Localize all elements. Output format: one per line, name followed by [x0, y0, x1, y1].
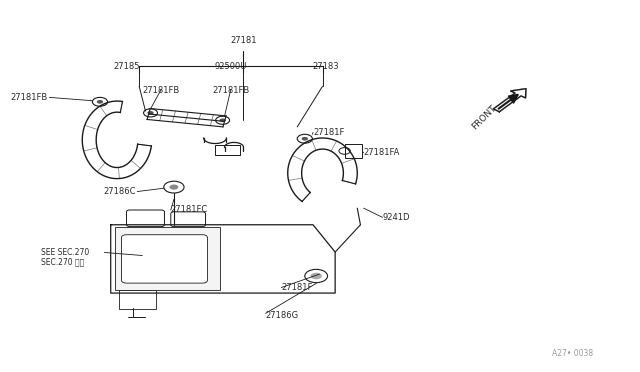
FancyBboxPatch shape — [344, 144, 362, 158]
Text: SEC.270 参照: SEC.270 参照 — [41, 257, 84, 266]
Text: 27186C: 27186C — [104, 187, 136, 196]
FancyBboxPatch shape — [122, 235, 207, 283]
Text: FRONT: FRONT — [470, 104, 498, 132]
Text: 27181: 27181 — [230, 36, 257, 45]
FancyBboxPatch shape — [115, 227, 220, 291]
Circle shape — [301, 137, 308, 141]
Text: 27181FC: 27181FC — [171, 205, 208, 215]
Text: 27181FB: 27181FB — [212, 86, 250, 94]
Text: 27183: 27183 — [312, 61, 339, 71]
Text: 27181F: 27181F — [282, 283, 313, 292]
Text: SEE SEC.270: SEE SEC.270 — [41, 248, 90, 257]
Text: 92500U: 92500U — [214, 61, 247, 71]
Circle shape — [147, 111, 154, 115]
FancyBboxPatch shape — [171, 212, 205, 227]
Text: 9241D: 9241D — [383, 213, 410, 222]
FancyBboxPatch shape — [119, 291, 156, 309]
Text: A27• 0038: A27• 0038 — [552, 350, 593, 359]
Circle shape — [220, 118, 226, 122]
Circle shape — [310, 273, 322, 279]
Circle shape — [97, 100, 103, 104]
FancyBboxPatch shape — [215, 145, 240, 155]
Text: 27181FA: 27181FA — [364, 148, 400, 157]
Text: 27186G: 27186G — [266, 311, 299, 320]
FancyBboxPatch shape — [127, 210, 164, 227]
Text: 27181FB: 27181FB — [10, 93, 47, 102]
Text: 27185: 27185 — [113, 61, 140, 71]
Text: 27181FB: 27181FB — [143, 86, 180, 94]
Polygon shape — [493, 89, 526, 112]
Text: 27181F: 27181F — [313, 128, 344, 137]
Circle shape — [170, 185, 179, 190]
